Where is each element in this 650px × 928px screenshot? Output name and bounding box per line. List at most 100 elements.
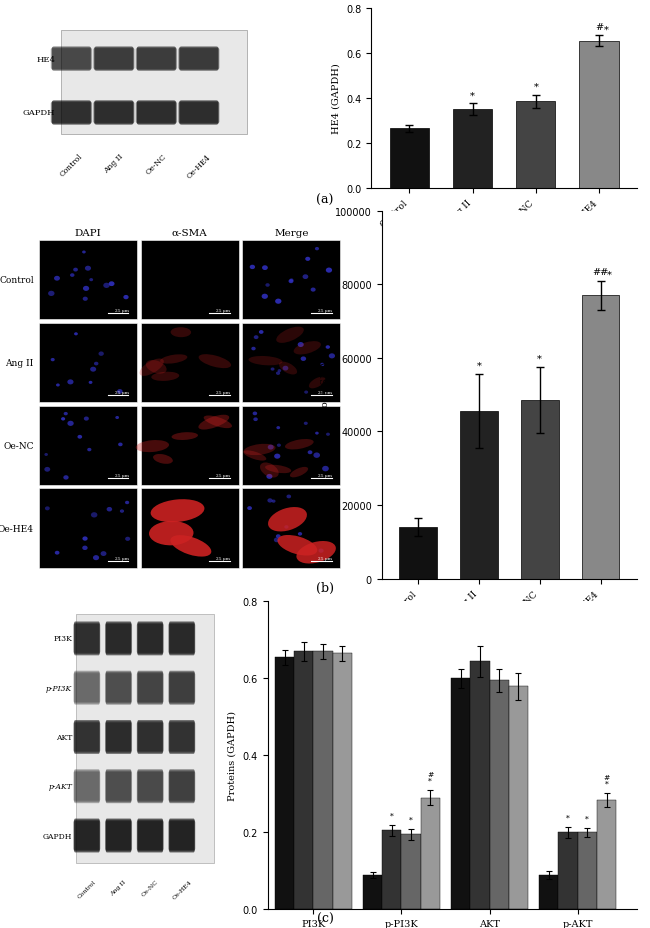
Ellipse shape bbox=[51, 358, 55, 362]
Ellipse shape bbox=[73, 268, 78, 272]
FancyBboxPatch shape bbox=[73, 772, 100, 801]
FancyBboxPatch shape bbox=[179, 102, 219, 124]
FancyBboxPatch shape bbox=[94, 48, 134, 71]
Ellipse shape bbox=[98, 352, 104, 356]
Ellipse shape bbox=[107, 508, 112, 512]
Ellipse shape bbox=[44, 454, 48, 457]
Bar bbox=[363, 875, 382, 909]
Ellipse shape bbox=[254, 418, 258, 421]
Ellipse shape bbox=[93, 556, 99, 561]
Ellipse shape bbox=[103, 283, 110, 289]
Ellipse shape bbox=[285, 440, 314, 450]
FancyBboxPatch shape bbox=[169, 818, 194, 853]
Ellipse shape bbox=[88, 381, 92, 384]
Ellipse shape bbox=[261, 294, 268, 300]
Bar bbox=[579, 42, 619, 188]
Text: #: # bbox=[595, 23, 603, 32]
Ellipse shape bbox=[289, 280, 294, 284]
Ellipse shape bbox=[300, 357, 306, 362]
Ellipse shape bbox=[146, 361, 166, 374]
Ellipse shape bbox=[304, 391, 308, 394]
FancyBboxPatch shape bbox=[136, 772, 164, 801]
Ellipse shape bbox=[160, 354, 187, 365]
Bar bbox=[242, 489, 341, 568]
Ellipse shape bbox=[250, 265, 255, 270]
FancyBboxPatch shape bbox=[168, 625, 196, 653]
Text: *: * bbox=[586, 815, 589, 823]
FancyBboxPatch shape bbox=[106, 671, 131, 705]
Ellipse shape bbox=[87, 448, 92, 452]
Ellipse shape bbox=[320, 364, 324, 367]
Ellipse shape bbox=[287, 495, 291, 499]
Ellipse shape bbox=[56, 384, 60, 387]
FancyBboxPatch shape bbox=[137, 672, 163, 703]
FancyBboxPatch shape bbox=[93, 103, 135, 123]
Bar bbox=[582, 296, 619, 579]
Text: Oe-HE4: Oe-HE4 bbox=[0, 524, 34, 533]
Ellipse shape bbox=[125, 537, 130, 541]
FancyBboxPatch shape bbox=[105, 820, 132, 851]
Text: *: * bbox=[476, 362, 482, 370]
Ellipse shape bbox=[276, 535, 281, 538]
Ellipse shape bbox=[276, 328, 304, 343]
Text: PI3K: PI3K bbox=[53, 635, 72, 643]
FancyBboxPatch shape bbox=[138, 671, 163, 705]
Bar bbox=[140, 406, 239, 485]
Text: *: * bbox=[410, 816, 413, 824]
FancyBboxPatch shape bbox=[105, 674, 132, 702]
Ellipse shape bbox=[268, 445, 274, 450]
Ellipse shape bbox=[329, 354, 335, 359]
Ellipse shape bbox=[298, 533, 302, 536]
Text: Merge: Merge bbox=[274, 228, 309, 238]
Ellipse shape bbox=[149, 522, 194, 546]
Ellipse shape bbox=[101, 551, 107, 557]
Ellipse shape bbox=[296, 541, 336, 564]
Ellipse shape bbox=[64, 412, 68, 416]
Ellipse shape bbox=[315, 432, 318, 435]
Ellipse shape bbox=[283, 367, 289, 371]
Text: 25 μm: 25 μm bbox=[318, 473, 332, 478]
FancyBboxPatch shape bbox=[179, 101, 218, 125]
Bar bbox=[516, 102, 556, 188]
FancyBboxPatch shape bbox=[74, 720, 99, 754]
Bar bbox=[382, 831, 402, 909]
Bar bbox=[578, 832, 597, 909]
Ellipse shape bbox=[91, 512, 98, 518]
Ellipse shape bbox=[120, 509, 124, 513]
Ellipse shape bbox=[276, 372, 280, 376]
FancyBboxPatch shape bbox=[94, 101, 133, 125]
FancyBboxPatch shape bbox=[136, 674, 164, 702]
Bar bbox=[140, 489, 239, 568]
Text: Ang II: Ang II bbox=[103, 153, 125, 175]
Bar bbox=[471, 662, 489, 909]
Ellipse shape bbox=[85, 266, 91, 271]
Ellipse shape bbox=[326, 346, 330, 350]
Ellipse shape bbox=[268, 508, 307, 532]
Text: 25 μm: 25 μm bbox=[216, 308, 230, 312]
Ellipse shape bbox=[199, 354, 231, 368]
FancyBboxPatch shape bbox=[105, 772, 132, 801]
Text: *: * bbox=[470, 91, 475, 100]
Ellipse shape bbox=[109, 282, 114, 287]
FancyBboxPatch shape bbox=[136, 625, 164, 653]
Bar bbox=[242, 406, 341, 485]
Ellipse shape bbox=[89, 278, 93, 282]
Text: Oe-HE4: Oe-HE4 bbox=[185, 153, 213, 180]
Bar bbox=[390, 129, 429, 188]
Bar bbox=[313, 651, 333, 909]
Ellipse shape bbox=[83, 546, 88, 550]
FancyBboxPatch shape bbox=[106, 720, 131, 754]
Ellipse shape bbox=[136, 441, 169, 453]
FancyBboxPatch shape bbox=[136, 48, 176, 71]
Ellipse shape bbox=[274, 454, 280, 459]
Bar bbox=[275, 658, 294, 909]
Ellipse shape bbox=[290, 468, 308, 478]
Text: Control: Control bbox=[77, 879, 97, 899]
FancyBboxPatch shape bbox=[51, 49, 92, 70]
Text: Oe-HE4: Oe-HE4 bbox=[172, 879, 192, 900]
FancyBboxPatch shape bbox=[73, 674, 100, 702]
Text: 25 μm: 25 μm bbox=[216, 556, 230, 561]
Ellipse shape bbox=[265, 284, 270, 288]
Bar bbox=[242, 324, 341, 403]
FancyBboxPatch shape bbox=[168, 821, 196, 850]
